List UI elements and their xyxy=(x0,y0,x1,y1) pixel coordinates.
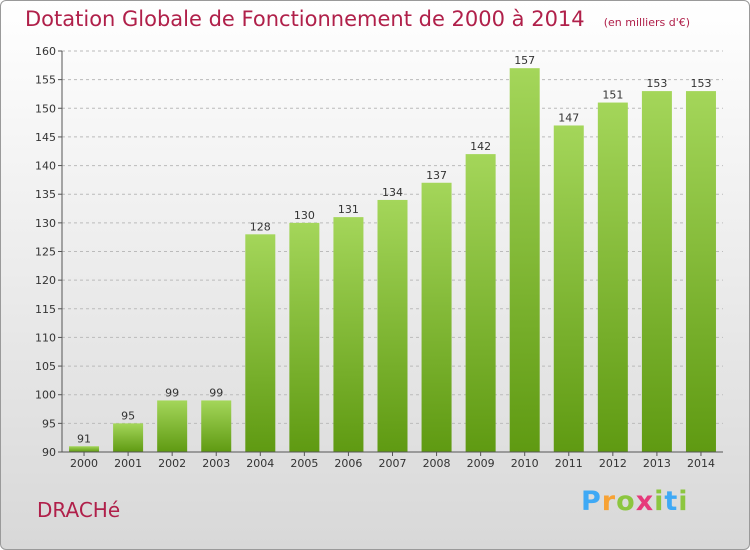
axes: 90 95 100 105 110 115 120 125 130 135 140 145 150 155… xyxy=(35,45,723,470)
x-tick-label-2000: 2000 xyxy=(70,457,98,470)
value-label-2013: 153 xyxy=(646,77,667,90)
y-tick-label: 120 xyxy=(35,274,56,287)
y-tick-label: 145 xyxy=(35,131,56,144)
y-tick-label: 95 xyxy=(42,417,56,430)
bar-2002 xyxy=(157,400,188,452)
bar-2010 xyxy=(509,68,540,452)
bars: 91 95 99 99 128 130 131 134 137 142 157 147 151 153 15… xyxy=(69,54,716,453)
x-tick-label-2008: 2008 xyxy=(423,457,451,470)
bar-2006 xyxy=(333,217,364,452)
value-label-2007: 134 xyxy=(382,186,403,199)
value-label-2003: 99 xyxy=(209,386,223,399)
y-tick-label: 130 xyxy=(35,217,56,230)
bar-2011 xyxy=(553,125,584,452)
y-tick-label: 135 xyxy=(35,188,56,201)
value-label-2014: 153 xyxy=(690,77,711,90)
chart-title: Dotation Globale de Fonctionnement de 20… xyxy=(25,7,585,31)
bar-2000 xyxy=(69,446,100,452)
x-tick-label-2007: 2007 xyxy=(379,457,407,470)
bar-2014 xyxy=(685,91,716,452)
x-tick-label-2002: 2002 xyxy=(158,457,186,470)
logo-letter: i xyxy=(678,486,689,517)
x-tick-label-2001: 2001 xyxy=(114,457,142,470)
value-label-2012: 151 xyxy=(602,89,623,102)
y-tick-label: 160 xyxy=(35,45,56,58)
x-tick-label-2009: 2009 xyxy=(467,457,495,470)
value-label-2008: 137 xyxy=(426,169,447,182)
y-tick-label: 140 xyxy=(35,160,56,173)
value-label-2001: 95 xyxy=(121,409,135,422)
x-tick-label-2011: 2011 xyxy=(555,457,583,470)
value-label-2005: 130 xyxy=(294,209,315,222)
value-label-2002: 99 xyxy=(165,386,179,399)
bar-2001 xyxy=(113,423,144,452)
value-label-2009: 142 xyxy=(470,140,491,153)
proxiti-logo: Proxiti xyxy=(581,486,689,517)
bar-2009 xyxy=(465,154,496,452)
y-tick-label: 115 xyxy=(35,303,56,316)
bar-2008 xyxy=(421,182,452,452)
y-tick-label: 155 xyxy=(35,74,56,87)
bar-2005 xyxy=(289,222,320,452)
y-tick-label: 125 xyxy=(35,246,56,259)
value-label-2010: 157 xyxy=(514,54,535,67)
logo-letter: o xyxy=(616,486,636,517)
x-tick-label-2006: 2006 xyxy=(334,457,362,470)
x-tick-label-2012: 2012 xyxy=(599,457,627,470)
logo-letter: t xyxy=(664,486,679,517)
bar-2012 xyxy=(597,102,628,453)
y-tick-label: 100 xyxy=(35,389,56,402)
x-tick-label-2010: 2010 xyxy=(511,457,539,470)
x-tick-label-2004: 2004 xyxy=(246,457,274,470)
bar-2003 xyxy=(201,400,232,452)
commune-name: DRACHé xyxy=(37,498,121,522)
value-label-2006: 131 xyxy=(338,203,359,216)
bar-2004 xyxy=(245,234,276,452)
y-tick-label: 150 xyxy=(35,102,56,115)
logo-letter: x xyxy=(635,486,655,517)
bar-2007 xyxy=(377,199,408,452)
logo-letter: i xyxy=(654,486,665,517)
x-tick-label-2014: 2014 xyxy=(687,457,715,470)
bar-2013 xyxy=(641,91,672,452)
value-label-2004: 128 xyxy=(250,220,271,233)
x-tick-label-2013: 2013 xyxy=(643,457,671,470)
value-label-2000: 91 xyxy=(77,432,91,445)
logo-letter: r xyxy=(601,486,617,517)
x-tick-label-2005: 2005 xyxy=(290,457,318,470)
logo-letter: P xyxy=(581,486,602,517)
title-row: Dotation Globale de Fonctionnement de 20… xyxy=(25,7,690,31)
chart-unit: (en milliers d'€) xyxy=(603,16,691,29)
y-tick-label: 90 xyxy=(42,446,56,459)
value-label-2011: 147 xyxy=(558,111,579,124)
y-tick-label: 105 xyxy=(35,360,56,373)
y-tick-label: 110 xyxy=(35,331,56,344)
x-tick-label-2003: 2003 xyxy=(202,457,230,470)
